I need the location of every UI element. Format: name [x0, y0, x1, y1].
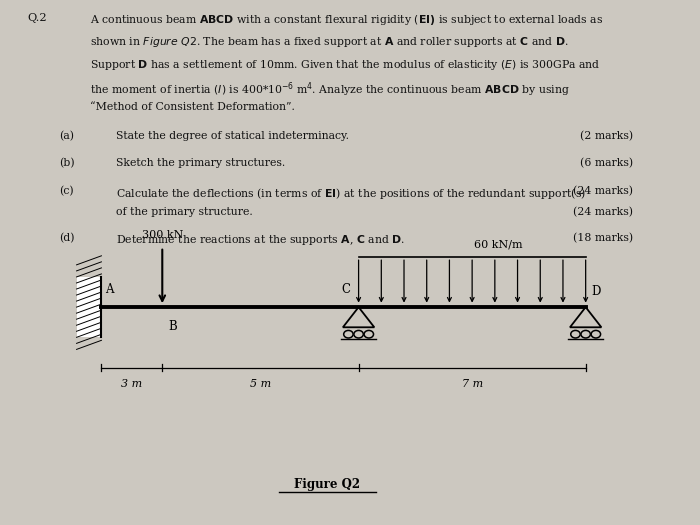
Text: State the degree of statical indeterminacy.: State the degree of statical indetermina…: [116, 131, 349, 141]
Text: C: C: [342, 282, 351, 296]
Text: (2 marks): (2 marks): [580, 131, 634, 141]
Text: Q.2: Q.2: [27, 13, 47, 23]
Text: 7 m: 7 m: [461, 379, 483, 389]
Text: “Method of Consistent Deformation”.: “Method of Consistent Deformation”.: [90, 102, 295, 112]
Text: 60 kN/m: 60 kN/m: [474, 239, 523, 249]
Text: (a): (a): [59, 131, 74, 141]
Text: (18 marks): (18 marks): [573, 233, 634, 243]
Text: A continuous beam $\bf{ABCD}$ with a constant flexural rigidity $(\bf{EI})$ is s: A continuous beam $\bf{ABCD}$ with a con…: [90, 13, 603, 27]
Text: (d): (d): [59, 233, 74, 243]
Text: Calculate the deflections (in terms of $\bf{EI}$) at the positions of the redund: Calculate the deflections (in terms of $…: [116, 186, 587, 201]
Text: Determine the reactions at the supports $\bf{A}$, $\bf{C}$ and $\bf{D}$.: Determine the reactions at the supports …: [116, 233, 405, 247]
Bar: [76, 277, 101, 338]
Text: (c): (c): [59, 186, 74, 196]
Text: the moment of inertia $(I)$ is 400*10$^{-6}$ m$^{4}$. Analyze the continuous bea: the moment of inertia $(I)$ is 400*10$^{…: [90, 80, 570, 99]
Text: (b): (b): [59, 159, 74, 169]
Text: Figure Q2: Figure Q2: [294, 478, 360, 491]
Text: Sketch the primary structures.: Sketch the primary structures.: [116, 159, 286, 169]
Text: D: D: [591, 285, 601, 298]
Text: Support $\bf{D}$ has a settlement of 10mm. Given that the modulus of elasticity : Support $\bf{D}$ has a settlement of 10m…: [90, 58, 601, 72]
Text: (24 marks): (24 marks): [573, 186, 634, 196]
Text: A: A: [105, 282, 113, 296]
Text: B: B: [169, 320, 178, 333]
Text: of the primary structure.: of the primary structure.: [116, 207, 253, 217]
Text: (6 marks): (6 marks): [580, 159, 634, 169]
Text: shown in $\it{Figure\ Q2}$. The beam has a fixed support at $\bf{A}$ and roller : shown in $\it{Figure\ Q2}$. The beam has…: [90, 36, 568, 49]
Text: 3 m: 3 m: [121, 379, 142, 389]
Text: 5 m: 5 m: [250, 379, 271, 389]
Text: (24 marks): (24 marks): [573, 207, 634, 217]
Text: 300 kN: 300 kN: [141, 230, 183, 240]
